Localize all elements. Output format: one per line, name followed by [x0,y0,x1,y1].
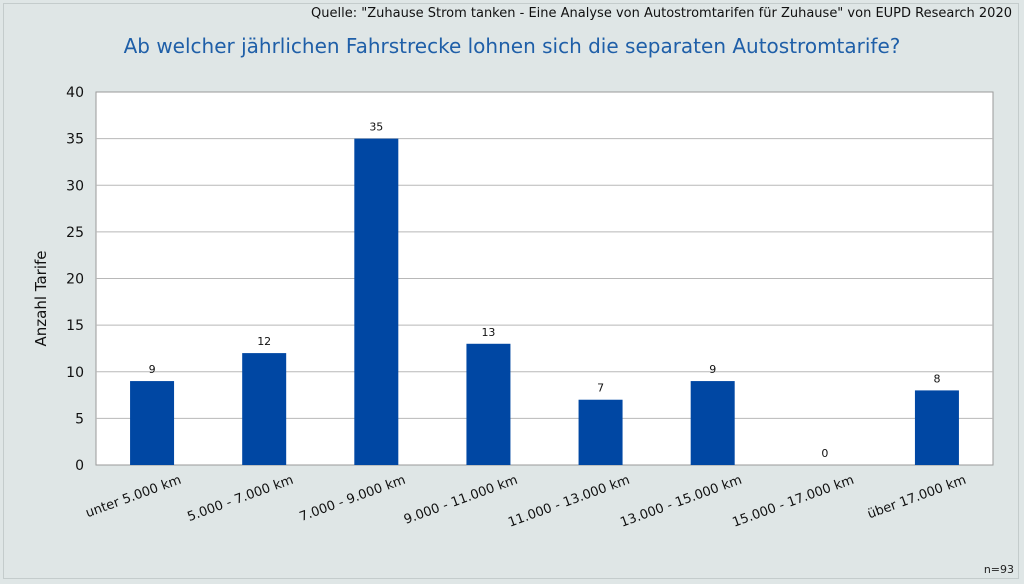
x-tick-label: 13.000 - 15.000 km [618,473,744,531]
chart-frame [3,3,1019,579]
y-tick-label: 5 [75,411,84,427]
chart-title: Ab welcher jährlichen Fahrstrecke lohnen… [123,34,901,58]
data-label: 9 [149,363,156,376]
data-label: 12 [257,335,271,348]
x-tick-label: 5.000 - 7.000 km [185,473,295,525]
bar [578,399,623,465]
y-tick-label: 35 [66,132,84,148]
y-tick-label: 25 [66,225,84,241]
x-tick-label: 9.000 - 11.000 km [402,473,520,528]
data-label: 8 [933,372,940,385]
data-label: 7 [597,382,604,395]
bar [130,381,175,465]
bar [466,343,511,465]
bar [690,381,735,465]
source-citation: Quelle: "Zuhause Strom tanken - Eine Ana… [311,6,1012,21]
x-tick-label: 7.000 - 9.000 km [298,473,408,525]
x-axis-ticks: unter 5.000 km 5.000 - 7.000 km 7.000 - 9.… [84,473,969,531]
bar [914,390,959,465]
y-tick-label: 10 [66,365,84,381]
y-tick-label: 30 [66,178,84,194]
y-tick-label: 15 [66,318,84,334]
data-label: 9 [709,363,716,376]
x-tick-label: über 17.000 km [866,473,969,523]
data-labels: 9 12 35 13 7 9 0 8 [149,121,941,460]
bar [242,353,287,465]
data-label: 0 [821,447,828,460]
bar [354,138,399,465]
x-tick-label: unter 5.000 km [84,473,184,522]
bars [130,138,959,465]
y-axis-label: Anzahl Tarife [32,251,50,347]
x-tick-label: 15.000 - 17.000 km [731,473,857,531]
y-tick-label: 20 [66,272,84,288]
y-tick-label: 40 [66,85,84,101]
y-tick-label: 0 [75,458,84,474]
data-label: 35 [369,121,383,134]
data-label: 13 [481,326,495,339]
y-axis-ticks: 0 5 10 15 20 25 30 35 40 [66,85,84,474]
sample-size-note: n=93 [983,563,1014,576]
gridlines [96,138,993,419]
x-tick-label: 11.000 - 13.000 km [506,473,632,531]
